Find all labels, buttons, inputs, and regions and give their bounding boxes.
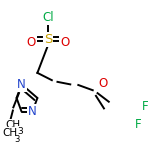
Text: F: F bbox=[142, 100, 148, 113]
Text: F: F bbox=[135, 118, 142, 131]
Text: Cl: Cl bbox=[42, 11, 54, 24]
Text: N: N bbox=[28, 105, 37, 118]
Text: CH: CH bbox=[5, 119, 20, 130]
Text: 3: 3 bbox=[14, 135, 19, 144]
Text: O: O bbox=[99, 78, 108, 90]
Text: S: S bbox=[44, 33, 52, 46]
Text: N: N bbox=[17, 78, 26, 91]
Text: O: O bbox=[60, 36, 69, 49]
Text: O: O bbox=[26, 36, 36, 49]
Text: CH: CH bbox=[2, 128, 17, 138]
Text: 3: 3 bbox=[17, 127, 23, 136]
